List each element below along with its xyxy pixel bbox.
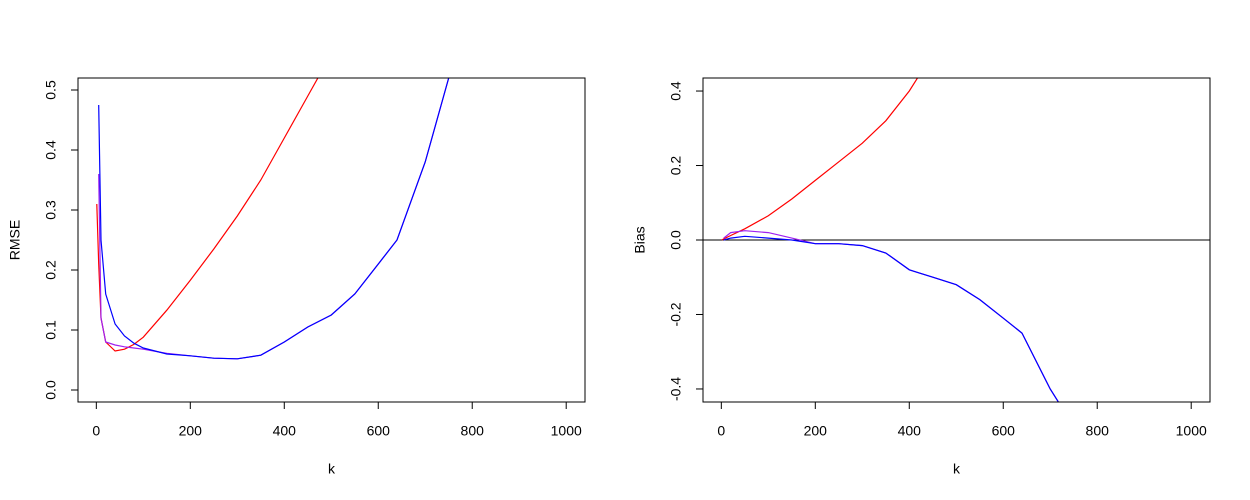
y-tick-label: 0.2 (43, 260, 59, 280)
series-line (96, 78, 319, 352)
y-axis-label: Bias (632, 226, 648, 253)
y-axis-label: RMSE (7, 220, 23, 260)
x-tick-label: 800 (1086, 423, 1110, 439)
y-tick-label: 0.1 (43, 320, 59, 340)
y-tick-label: 0.0 (43, 380, 59, 400)
series-line (723, 235, 1060, 402)
plot-box (702, 77, 1211, 403)
plot-box (77, 77, 586, 403)
x-axis-label: k (328, 461, 336, 477)
x-tick-label: 200 (179, 423, 203, 439)
y-tick-label: 0.2 (668, 156, 684, 176)
x-tick-label: 1000 (551, 423, 582, 439)
y-tick-label: 0.4 (668, 81, 684, 101)
x-axis-label: k (953, 461, 961, 477)
y-tick-label: 0.3 (43, 200, 59, 220)
x-tick-label: 800 (461, 423, 485, 439)
y-tick-label: 0.0 (668, 230, 684, 250)
y-tick-label: 0.5 (43, 80, 59, 100)
y-tick-label: 0.4 (43, 140, 59, 160)
x-tick-label: 0 (717, 423, 725, 439)
x-tick-label: 400 (273, 423, 297, 439)
x-tick-label: 600 (992, 423, 1016, 439)
x-tick-label: 1000 (1176, 423, 1207, 439)
series-line (98, 78, 450, 360)
series-line (721, 78, 919, 241)
x-tick-label: 600 (367, 423, 391, 439)
series-line (98, 78, 450, 360)
x-tick-label: 0 (92, 423, 100, 439)
x-tick-label: 200 (804, 423, 828, 439)
x-tick-label: 400 (898, 423, 922, 439)
y-tick-label: -0.4 (668, 377, 684, 401)
y-tick-label: -0.2 (668, 302, 684, 326)
